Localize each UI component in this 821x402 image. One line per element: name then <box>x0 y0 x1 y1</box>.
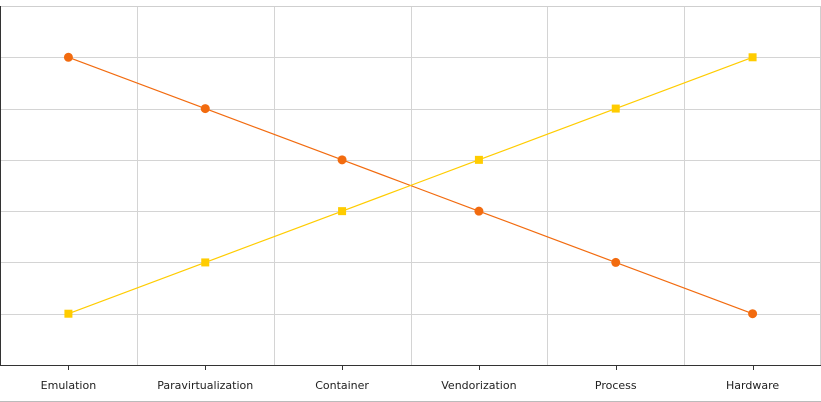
series-1-point <box>474 206 484 216</box>
x-tick-label: Container <box>315 379 369 392</box>
x-tick-label: Vendorization <box>441 379 516 392</box>
series-2-point <box>748 53 757 62</box>
x-axis-labels: Emulation Paravirtualization Container Vend… <box>41 379 780 392</box>
x-tick-label: Process <box>595 379 637 392</box>
series-2-point <box>338 207 347 216</box>
series-layer <box>63 52 758 319</box>
series-1-point <box>611 257 621 267</box>
axes <box>0 6 821 402</box>
series-2-point <box>201 258 210 267</box>
series-2-point <box>64 309 73 318</box>
series-1-point <box>748 309 758 319</box>
series-line-2 <box>68 56 753 315</box>
series-1-point <box>63 52 73 62</box>
series-2-point <box>611 104 620 113</box>
x-tick-label: Emulation <box>41 379 97 392</box>
series-1-point <box>337 155 347 165</box>
series-2-point <box>474 155 483 164</box>
series-1-point <box>200 104 210 114</box>
x-tick-label: Hardware <box>726 379 779 392</box>
x-tick-label: Paravirtualization <box>157 379 253 392</box>
